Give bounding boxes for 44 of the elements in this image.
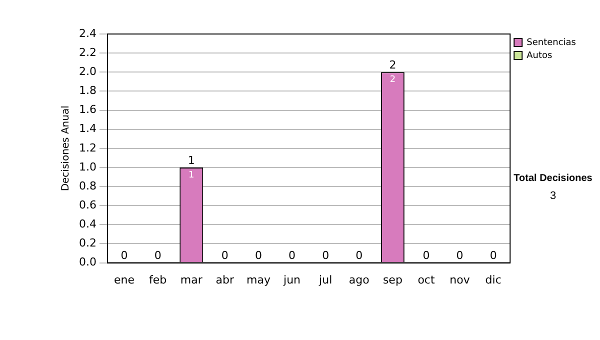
y-tick-label: 1.2 [78, 141, 96, 154]
total-label: 0 [322, 249, 330, 262]
y-tick-label: 1.6 [78, 103, 96, 116]
x-tick-label: feb [149, 273, 167, 286]
y-tick-label: 2.0 [78, 64, 96, 78]
total-label: 0 [221, 249, 228, 262]
y-tick-label: 1.4 [78, 122, 96, 136]
total-label: 0 [288, 249, 296, 262]
y-tick-label: 0.2 [78, 236, 96, 250]
x-tick-label: abr [216, 273, 235, 286]
y-axis-title: Decisiones Anual [60, 106, 72, 192]
legend-label: Autos [526, 50, 553, 61]
x-tick-label: ene [114, 273, 135, 286]
x-tick-label: jul [318, 273, 332, 286]
x-tick-label: dic [485, 273, 502, 286]
total-label: 0 [490, 249, 497, 262]
legend-label: Sentencias [526, 38, 576, 48]
y-tick-label: 0.8 [78, 179, 96, 192]
y-tick-label: 0.0 [78, 256, 96, 269]
total-label: 0 [154, 249, 162, 262]
total-label: 0 [254, 249, 262, 262]
x-tick-label: jun [282, 273, 301, 286]
y-tick-label: 0.6 [78, 198, 96, 212]
text: 3 [550, 190, 556, 202]
y-tick-label: 2.2 [78, 46, 96, 59]
data-label: 2 [390, 74, 396, 85]
y-tick-label: 1.0 [78, 160, 96, 174]
x-tick-label: sep [382, 273, 402, 286]
y-tick-label: 1.8 [78, 84, 96, 98]
total-label: 0 [120, 249, 128, 262]
total-label: 0 [456, 249, 464, 262]
data-label: 1 [188, 170, 194, 180]
x-tick-label: nov [450, 273, 470, 286]
total-label: 2 [389, 58, 396, 72]
total-label: 0 [422, 249, 430, 262]
y-tick-label: 2.4 [78, 26, 96, 40]
total-label: 1 [188, 154, 195, 167]
y-tick-label: 0.4 [78, 218, 96, 231]
total-label: 0 [356, 249, 363, 262]
x-tick-label: mar [180, 273, 203, 286]
x-tick-label: may [246, 273, 271, 286]
x-tick-label: ago [348, 273, 370, 286]
x-tick-label: oct [418, 273, 436, 286]
text: Total Decisiones [514, 172, 593, 184]
